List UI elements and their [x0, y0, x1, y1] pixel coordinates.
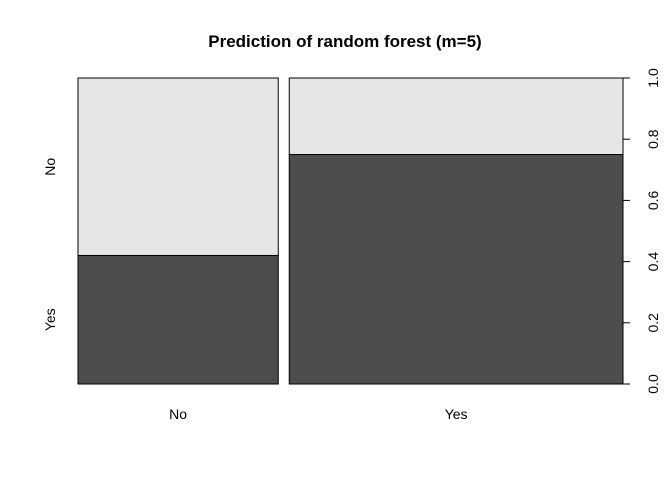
- y-left-label-no: No: [42, 158, 58, 176]
- right-tick-label: 0.0: [645, 374, 661, 394]
- chart-title: Prediction of random forest (m=5): [208, 32, 481, 51]
- x-axis-labels: No Yes: [169, 406, 467, 422]
- bar-yes-segment-no: [288, 77, 624, 155]
- bar-yes-segment-yes: [288, 154, 624, 385]
- right-tick-label: 0.2: [645, 313, 661, 333]
- right-tick-label: 0.8: [645, 129, 661, 149]
- bar-no-segment-no: [77, 77, 279, 256]
- left-axis-labels: Yes No: [42, 158, 58, 332]
- bar-no-segment-yes: [77, 254, 279, 385]
- x-tick-label-no: No: [169, 406, 187, 422]
- bars-group: [77, 77, 624, 385]
- right-axis: 0.0 0.2 0.4 0.6 0.8 1.0: [622, 68, 661, 394]
- right-tick-label: 1.0: [645, 68, 661, 88]
- x-tick-label-yes: Yes: [445, 406, 468, 422]
- y-left-label-yes: Yes: [42, 308, 58, 331]
- right-tick-label: 0.4: [645, 252, 661, 272]
- right-tick-label: 0.6: [645, 190, 661, 210]
